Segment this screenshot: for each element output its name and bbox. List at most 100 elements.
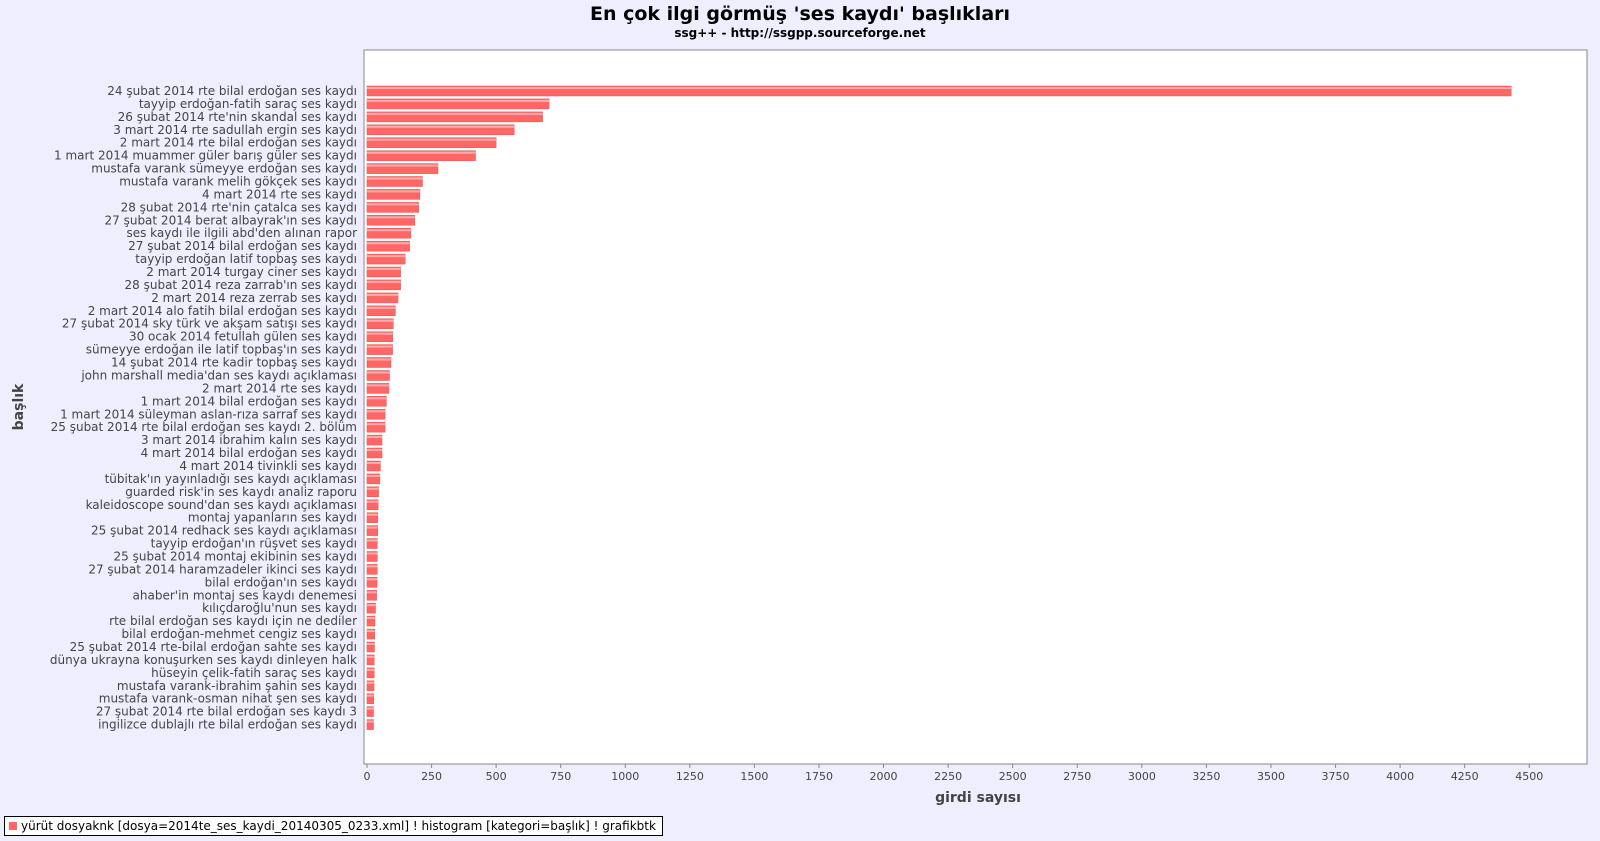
category-label: 2 mart 2014 rte ses kaydı: [202, 381, 357, 395]
category-label: 25 şubat 2014 redhack ses kaydı açıklama…: [91, 524, 357, 538]
x-tick-label: 750: [550, 770, 571, 783]
bar: [366, 512, 379, 523]
x-tick-label: 2750: [1063, 770, 1091, 783]
bar: [366, 460, 381, 472]
category-label: 1 mart 2014 süleyman aslan-rıza sarraf s…: [60, 407, 357, 421]
bar: [366, 227, 412, 239]
bar-highlight: [367, 449, 382, 451]
y-axis-title: başlık: [11, 383, 27, 430]
category-label: tayyip erdoğan-fatih saraç ses kaydı: [139, 97, 357, 111]
bar: [366, 577, 378, 588]
x-tick-label: 4000: [1386, 770, 1414, 783]
category-label: 2 mart 2014 reza zerrab ses kaydı: [151, 291, 357, 305]
bar: [366, 499, 379, 511]
bar: [366, 124, 515, 136]
category-label: 25 şubat 2014 montaj ekibinin ses kaydı: [114, 550, 357, 564]
bar-highlight: [367, 280, 401, 283]
bar: [366, 266, 401, 278]
bar: [366, 150, 476, 161]
category-label: ahaber'in montaj ses kaydı denemesi: [133, 588, 357, 602]
plot-area: [363, 49, 1588, 765]
bar-highlight: [367, 87, 1512, 89]
category-label: 27 şubat 2014 rte bilal erdoğan ses kayd…: [96, 705, 357, 719]
category-label: kılıçdaroğlu'nun ses kaydı: [202, 601, 357, 615]
category-label: 24 şubat 2014 rte bilal erdoğan ses kayd…: [107, 84, 357, 98]
x-tick-label: 2500: [999, 770, 1027, 783]
category-label: 2 mart 2014 rte bilal erdoğan ses kaydı: [120, 136, 357, 150]
bar: [366, 189, 421, 200]
bar: [366, 357, 392, 368]
bar-highlight: [367, 216, 415, 219]
category-label: kaleidoscope sound'dan ses kaydı açıklam…: [86, 498, 357, 512]
category-label: 3 mart 2014 rte sadullah ergin ses kaydı: [113, 123, 357, 137]
category-label: 1 mart 2014 muammer güler barış güler se…: [54, 149, 357, 163]
category-label: tayyip erdoğan'ın rüşvet ses kaydı: [151, 537, 357, 551]
category-labels-group: 24 şubat 2014 rte bilal erdoğan ses kayd…: [50, 84, 357, 732]
bar: [366, 693, 374, 704]
category-label: tayyip erdoğan latif topbaş ses kaydı: [135, 252, 357, 266]
bar-highlight: [367, 513, 378, 516]
bar-highlight: [367, 268, 401, 270]
x-tick-label: 3250: [1192, 770, 1220, 783]
x-tick-label: 2000: [870, 770, 898, 783]
legend-text: yürüt dosyaknk [dosya=2014te_ses_kaydi_2…: [21, 819, 656, 833]
bar-highlight: [367, 539, 378, 542]
bar-highlight: [367, 720, 374, 723]
bar: [366, 628, 375, 640]
bar: [366, 719, 374, 730]
chart-title: En çok ilgi görmüş 'ses kaydı' başlıklar…: [590, 3, 1010, 25]
bar: [366, 202, 419, 213]
category-label: ses kaydı ile ilgili abd'den alınan rapo…: [126, 226, 357, 240]
category-label: ingilizce dublajlı rte bilal erdoğan ses…: [98, 718, 357, 732]
bar-highlight: [367, 526, 378, 529]
category-label: 2 mart 2014 alo fatih bilal erdoğan ses …: [88, 304, 357, 318]
x-axis-title: girdi sayısı: [935, 790, 1021, 806]
category-label: dünya ukrayna konuşurken ses kaydı dinle…: [50, 653, 357, 667]
category-label: mustafa varank-ibrahim şahin ses kaydı: [117, 679, 357, 693]
bar-highlight: [367, 190, 420, 193]
category-label: mustafa varank-osman nihat şen ses kaydı: [99, 692, 357, 706]
bar: [366, 421, 386, 433]
bar: [366, 176, 423, 187]
bar: [366, 318, 394, 329]
category-label: 2 mart 2014 turgay ciner ses kaydı: [146, 265, 357, 279]
bar: [366, 434, 383, 446]
category-label: 27 şubat 2014 haramzadeler ikinci ses ka…: [88, 562, 357, 576]
legend: yürüt dosyaknk [dosya=2014te_ses_kaydi_2…: [4, 816, 663, 836]
bar: [366, 85, 1512, 97]
legend-swatch: [9, 822, 17, 830]
bar-highlight: [367, 345, 393, 348]
bar-highlight: [367, 319, 394, 322]
bar-highlight: [367, 423, 386, 426]
bar-highlight: [367, 591, 377, 594]
bar-highlight: [367, 151, 476, 154]
bar-highlight: [367, 487, 379, 490]
x-tick-label: 500: [486, 770, 507, 783]
bar-highlight: [367, 500, 379, 503]
x-ticks-group: 0 250 500 750 1000 1250 1500 1750 2000 2250 2500 27…: [364, 764, 1543, 783]
category-label: rte bilal erdoğan ses kaydı için ne dedi…: [109, 614, 357, 628]
bar: [366, 111, 543, 123]
bar-highlight: [367, 552, 378, 555]
bar-highlight: [367, 643, 375, 645]
bar-highlight: [367, 655, 375, 658]
bar: [366, 667, 375, 679]
x-tick-label: 1750: [805, 770, 833, 783]
bar-highlight: [367, 203, 419, 206]
x-tick-label: 2250: [934, 770, 962, 783]
bar-highlight: [367, 436, 382, 439]
category-label: 26 şubat 2014 rte'nin skandal ses kaydı: [118, 110, 357, 124]
bar: [366, 396, 387, 407]
bar: [366, 590, 377, 601]
bar-highlight: [367, 229, 411, 232]
category-label: 27 şubat 2014 berat albayrak'ın ses kayd…: [105, 213, 358, 227]
category-label: 25 şubat 2014 rte-bilal erdoğan sahte se…: [70, 640, 357, 654]
bar: [366, 305, 396, 317]
x-tick-label: 3500: [1257, 770, 1285, 783]
category-label: 25 şubat 2014 rte bilal erdoğan ses kayd…: [51, 420, 357, 434]
category-label: mustafa varank sümeyye erdoğan ses kaydı: [91, 162, 357, 176]
category-label: 1 mart 2014 bilal erdoğan ses kaydı: [141, 394, 357, 408]
category-label: 14 şubat 2014 rte kadir topbaş ses kaydı: [111, 356, 357, 370]
bar: [366, 473, 381, 485]
